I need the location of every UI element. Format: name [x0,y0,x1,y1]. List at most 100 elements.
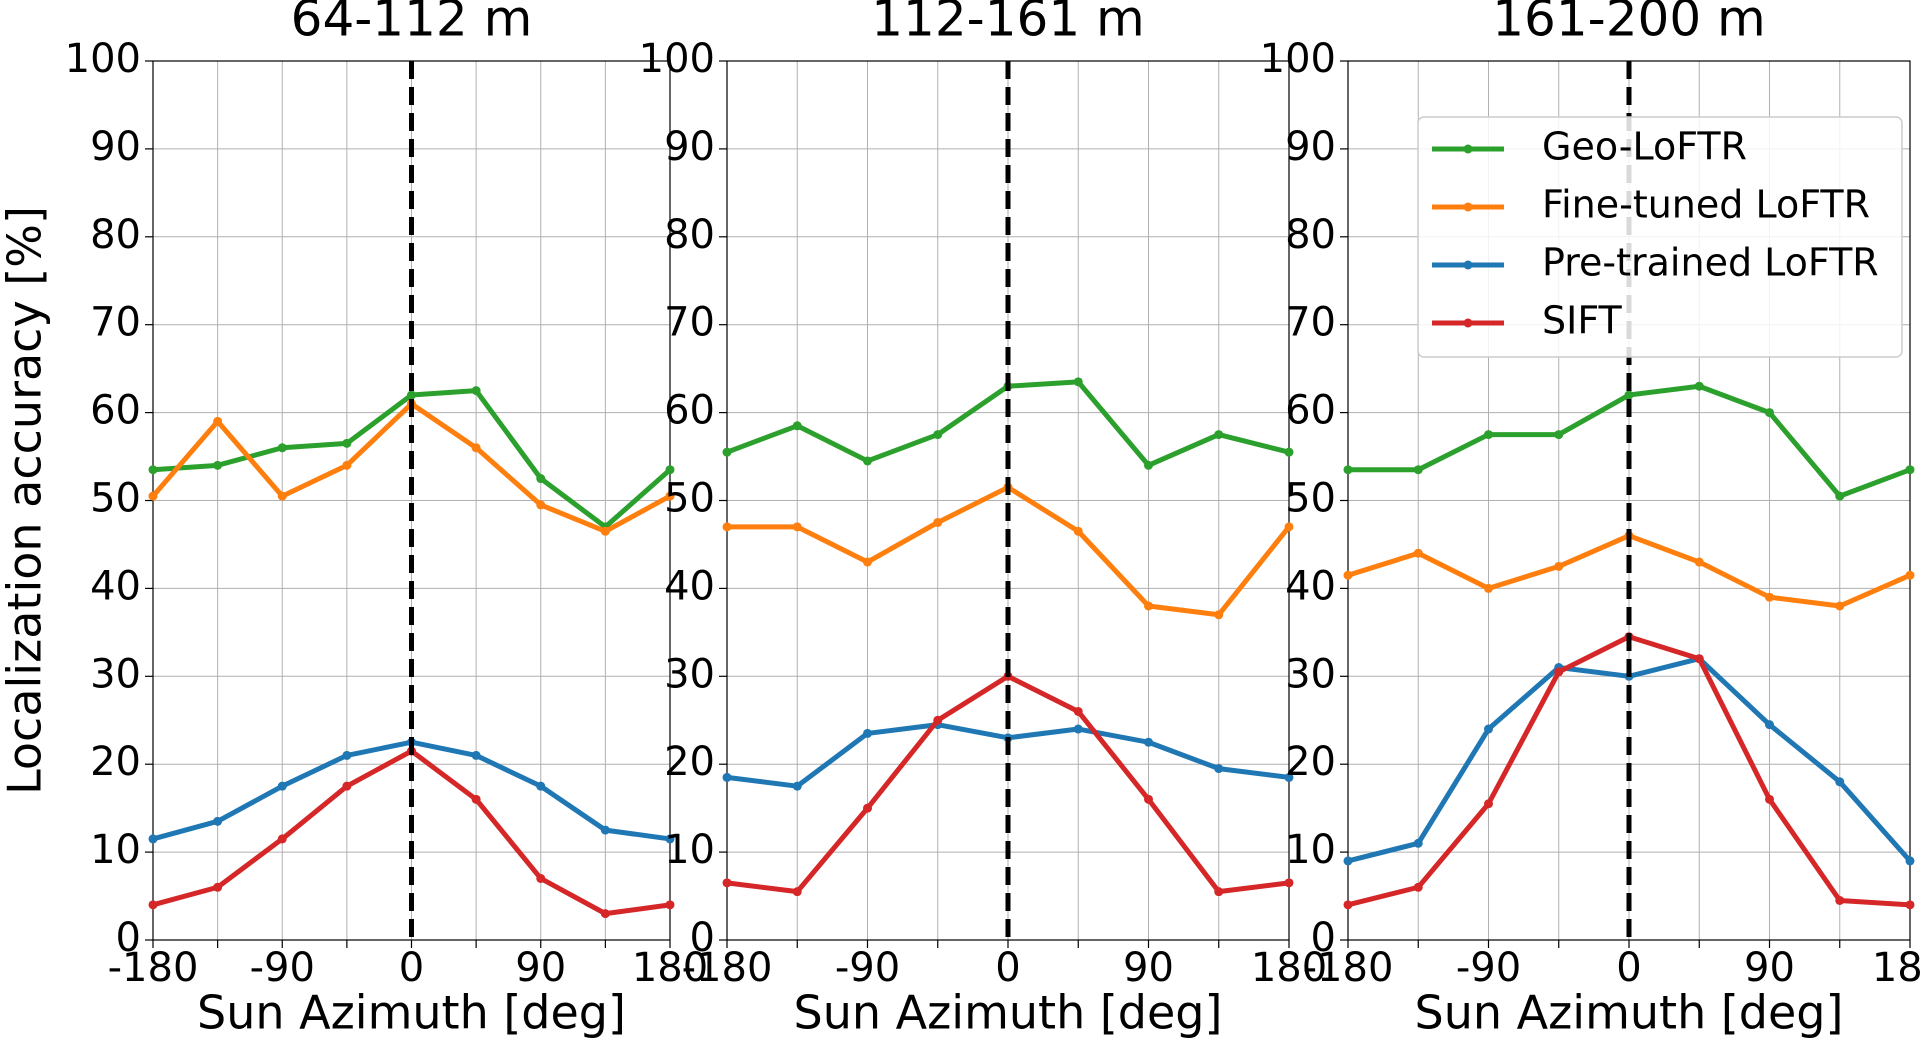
x-tick-label: -180 [1303,945,1394,991]
legend-label: Pre-trained LoFTR [1542,241,1879,285]
data-point [665,491,675,501]
data-point [536,474,546,484]
data-point [1765,408,1774,418]
y-axis-label: Localization accuracy [%] [0,206,52,795]
data-point [148,465,158,475]
data-point [148,900,158,910]
y-tick-label: 0 [690,915,715,961]
data-point [1343,900,1353,910]
y-tick-label: 90 [664,124,715,170]
data-point [1484,724,1493,734]
data-point [1413,882,1423,892]
y-tick-label: 80 [1285,212,1336,258]
x-tick-label: 180 [1872,945,1920,991]
y-tick-label: 50 [90,476,141,522]
legend-marker [1463,144,1473,154]
chart-title: 64-112 m [291,0,533,48]
data-point [1073,724,1083,734]
data-point [536,873,546,883]
x-tick-label: 0 [995,945,1020,991]
y-tick-label: 90 [1285,124,1336,170]
data-point [1284,772,1294,782]
x-tick-label: 180 [1251,945,1327,991]
y-tick-label: 80 [90,212,141,258]
x-tick-label: -180 [682,945,773,991]
data-point [1073,706,1083,716]
data-point [342,438,352,448]
data-point [536,781,546,791]
data-point [1484,583,1493,593]
data-point [792,522,802,532]
x-tick-label: 0 [399,945,424,991]
y-tick-label: 40 [1285,563,1336,609]
y-tick-label: 30 [664,651,715,697]
data-point [722,878,732,888]
data-point [471,443,481,453]
data-point [1905,900,1915,910]
y-tick-label: 70 [664,300,715,346]
legend-marker [1463,260,1473,270]
data-point [213,816,223,826]
data-point [1284,522,1294,532]
y-tick-label: 100 [639,36,715,82]
data-point [1214,610,1224,620]
data-point [1413,465,1423,475]
x-tick-label: 90 [1123,945,1174,991]
data-point [665,465,675,475]
legend-label: Geo-LoFTR [1542,125,1747,169]
y-tick-label: 30 [1285,651,1336,697]
y-tick-label: 40 [664,563,715,609]
x-tick-label: 0 [1616,945,1641,991]
y-tick-label: 20 [90,739,141,785]
data-point [1144,737,1153,747]
data-point [1694,654,1704,664]
data-point [600,825,610,835]
data-point [536,500,546,510]
y-tick-label: 70 [90,300,141,346]
y-tick-label: 90 [90,124,141,170]
data-point [1835,491,1845,501]
x-tick-label: -180 [108,945,199,991]
data-point [792,421,802,431]
data-point [1343,856,1353,866]
data-point [933,517,943,527]
data-point [1144,601,1153,611]
data-point [213,882,223,892]
data-point [792,887,802,897]
y-tick-label: 100 [65,36,141,82]
chart-title: 161-200 m [1492,0,1766,48]
data-point [407,390,416,400]
data-point [863,803,872,813]
data-point [471,750,481,760]
data-point [665,900,675,910]
data-point [213,416,223,426]
data-point [1835,777,1845,787]
y-tick-label: 50 [664,476,715,522]
data-point [1284,878,1294,888]
data-point [1343,570,1353,580]
data-point [1694,381,1704,391]
data-point [1284,447,1294,457]
y-tick-label: 80 [664,212,715,258]
y-tick-label: 70 [1285,300,1336,346]
legend-label: Fine-tuned LoFTR [1542,183,1870,227]
legend-marker [1463,202,1473,212]
data-point [1554,430,1564,440]
data-point [863,557,872,567]
data-point [863,456,872,466]
data-point [1214,764,1224,774]
data-point [600,526,610,536]
data-point [1413,838,1423,848]
legend-box [1417,116,1903,358]
y-tick-label: 10 [1285,827,1336,873]
chart-title: 112-161 m [871,0,1145,48]
data-point [1484,430,1493,440]
x-axis-label: Sun Azimuth [deg] [794,986,1223,1040]
data-point [863,728,872,738]
x-tick-label: -90 [1456,945,1521,991]
y-tick-label: 60 [664,388,715,434]
y-tick-label: 20 [664,739,715,785]
data-point [342,750,352,760]
data-point [1554,561,1564,571]
data-point [933,715,943,725]
